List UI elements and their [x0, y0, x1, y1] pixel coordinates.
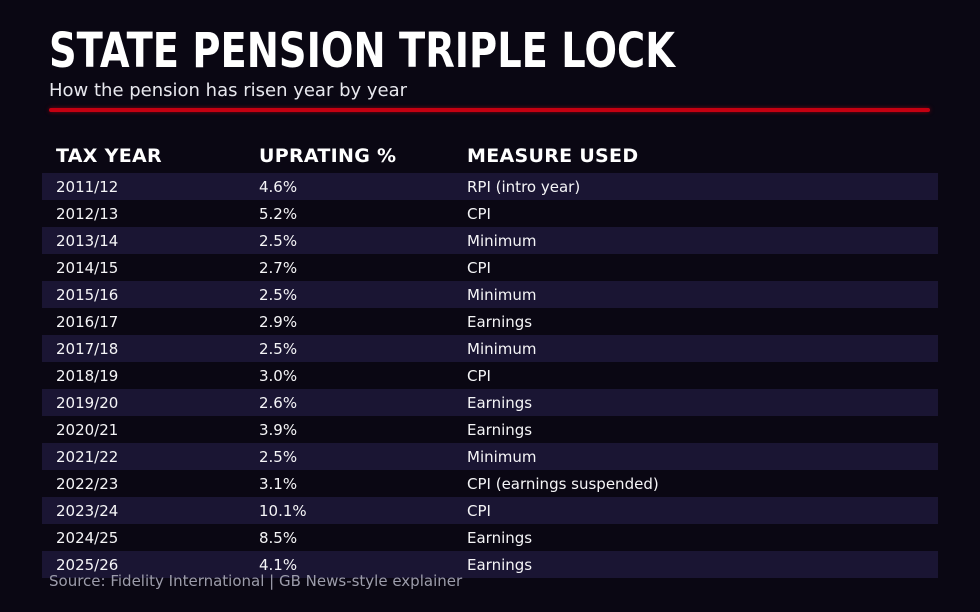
table-row: 2018/19 3.0% CPI: [42, 362, 938, 389]
uprating-cell: 2.5%: [259, 285, 298, 304]
table-row: 2025/26 4.1% Earnings: [42, 551, 938, 578]
uprating-cell: 5.2%: [259, 204, 298, 223]
measure-cell: CPI (earnings suspended): [467, 474, 659, 493]
measure-cell: Minimum: [467, 285, 537, 304]
uprating-cell: 3.0%: [259, 366, 298, 385]
uprating-cell: 4.6%: [259, 177, 298, 196]
measure-cell: Minimum: [467, 231, 537, 250]
table-row: 2020/21 3.9% Earnings: [42, 416, 938, 443]
tax-year-cell: 2015/16: [56, 285, 119, 304]
tax-year-cell: 2013/14: [56, 231, 119, 250]
measure-cell: Earnings: [467, 555, 533, 574]
table-row: 2017/18 2.5% Minimum: [42, 335, 938, 362]
measure-cell: Minimum: [467, 447, 537, 466]
page-title: STATE PENSION TRIPLE LOCK: [49, 23, 675, 79]
uprating-cell: 4.1%: [259, 555, 298, 574]
uprating-cell: 3.9%: [259, 420, 298, 439]
tax-year-cell: 2024/25: [56, 528, 119, 547]
column-header-measure: MEASURE USED: [467, 144, 639, 167]
tax-year-cell: 2019/20: [56, 393, 119, 412]
table-row: 2011/12 4.6% RPI (intro year): [42, 173, 938, 200]
measure-cell: Earnings: [467, 312, 533, 331]
uprating-cell: 2.5%: [259, 447, 298, 466]
measure-cell: Minimum: [467, 339, 537, 358]
tax-year-cell: 2017/18: [56, 339, 119, 358]
page-subtitle: How the pension has risen year by year: [49, 80, 408, 101]
uprating-cell: 3.1%: [259, 474, 298, 493]
measure-cell: CPI: [467, 204, 491, 223]
table-row: 2022/23 3.1% CPI (earnings suspended): [42, 470, 938, 497]
measure-cell: Earnings: [467, 528, 533, 547]
tax-year-cell: 2018/19: [56, 366, 119, 385]
tax-year-cell: 2020/21: [56, 420, 119, 439]
table-body: 2011/12 4.6% RPI (intro year) 2012/13 5.2% CP…: [42, 173, 938, 578]
measure-cell: Earnings: [467, 393, 533, 412]
table-row: 2021/22 2.5% Minimum: [42, 443, 938, 470]
table-row: 2012/13 5.2% CPI: [42, 200, 938, 227]
measure-cell: CPI: [467, 258, 491, 277]
column-header-uprating: UPRATING %: [259, 144, 397, 167]
table-row: 2013/14 2.5% Minimum: [42, 227, 938, 254]
tax-year-cell: 2014/15: [56, 258, 119, 277]
tax-year-cell: 2011/12: [56, 177, 119, 196]
table-row: 2014/15 2.7% CPI: [42, 254, 938, 281]
measure-cell: CPI: [467, 366, 491, 385]
tax-year-cell: 2016/17: [56, 312, 119, 331]
table-row: 2015/16 2.5% Minimum: [42, 281, 938, 308]
measure-cell: RPI (intro year): [467, 177, 581, 196]
uprating-cell: 2.5%: [259, 339, 298, 358]
tax-year-cell: 2025/26: [56, 555, 119, 574]
uprating-cell: 2.6%: [259, 393, 298, 412]
source-caption: Source: Fidelity International | GB News…: [49, 572, 463, 590]
tax-year-cell: 2023/24: [56, 501, 119, 520]
uprating-cell: 2.9%: [259, 312, 298, 331]
table-row: 2023/24 10.1% CPI: [42, 497, 938, 524]
table-row: 2024/25 8.5% Earnings: [42, 524, 938, 551]
uprating-cell: 2.7%: [259, 258, 298, 277]
measure-cell: Earnings: [467, 420, 533, 439]
table-row: 2019/20 2.6% Earnings: [42, 389, 938, 416]
table-row: 2016/17 2.9% Earnings: [42, 308, 938, 335]
tax-year-cell: 2012/13: [56, 204, 119, 223]
tax-year-cell: 2021/22: [56, 447, 119, 466]
table-header-row: TAX YEAR UPRATING % MEASURE USED: [42, 138, 938, 173]
uprating-cell: 2.5%: [259, 231, 298, 250]
pension-table: TAX YEAR UPRATING % MEASURE USED 2011/12…: [42, 138, 938, 578]
column-header-tax-year: TAX YEAR: [56, 144, 162, 167]
uprating-cell: 8.5%: [259, 528, 298, 547]
uprating-cell: 10.1%: [259, 501, 307, 520]
measure-cell: CPI: [467, 501, 491, 520]
red-divider: [49, 108, 930, 112]
tax-year-cell: 2022/23: [56, 474, 119, 493]
